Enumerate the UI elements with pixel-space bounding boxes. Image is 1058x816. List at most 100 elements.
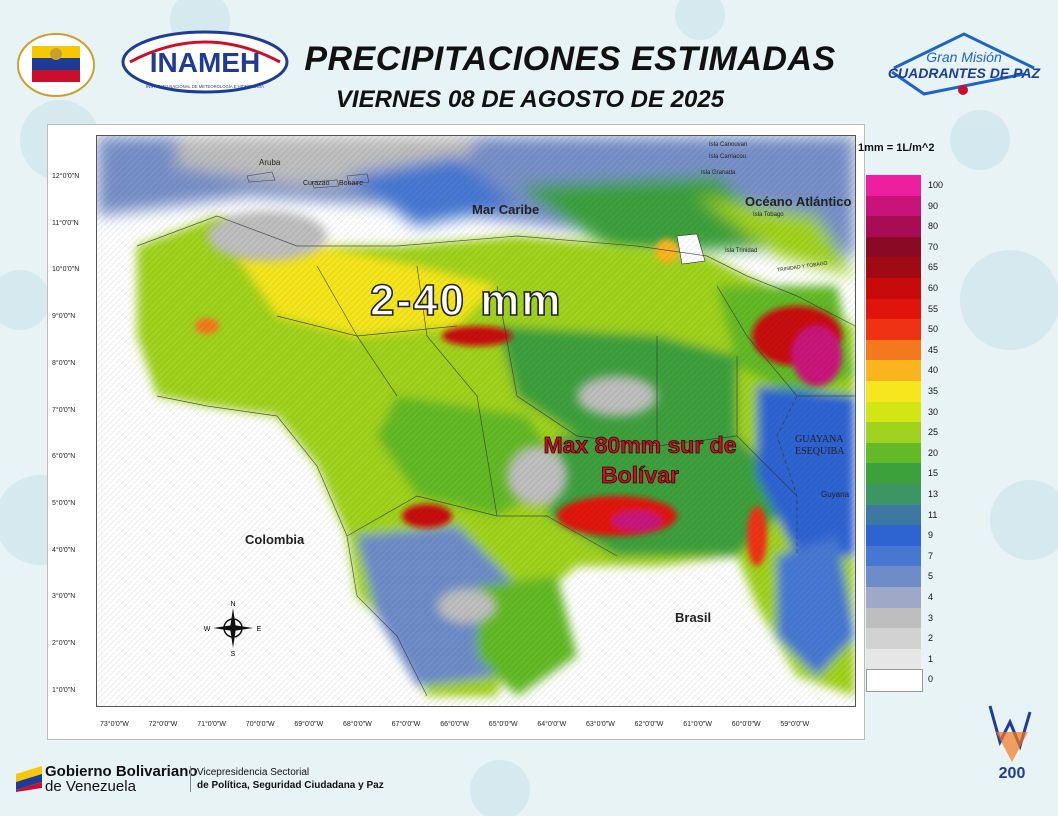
- annotation-max-line2: Bolívar: [601, 462, 680, 489]
- footer-gob-line1: Gobierno Bolivariano: [45, 763, 198, 780]
- latitude-label: 10°0'0"N: [52, 266, 80, 274]
- legend-swatch: [866, 587, 921, 609]
- footer-vicepresidencia: Vicepresidencia Sectorial de Política, S…: [190, 766, 384, 792]
- legend-row: 35: [866, 381, 966, 403]
- legend-row: 25: [866, 422, 966, 444]
- map-frame: Aruba Curazao Bonaire Mar Caribe Océano …: [47, 124, 865, 740]
- legend-value: 13: [928, 489, 939, 499]
- footer-gob-line2: de Venezuela: [45, 778, 136, 795]
- legend-swatch: [866, 669, 923, 692]
- longitude-label: 72°0'0"W: [148, 721, 178, 728]
- label-isla-carriacou: Isla Carriacou: [709, 154, 747, 160]
- latitude-label: 3°0'0"N: [52, 593, 76, 601]
- latitude-label: 12°0'0"N: [52, 173, 80, 180]
- legend-value: 4: [928, 592, 934, 602]
- longitude-label: 69°0'0"W: [294, 721, 324, 728]
- legend-value: 100: [928, 180, 944, 190]
- legend-row: 90: [866, 195, 966, 218]
- longitude-label: 61°0'0"W: [683, 721, 712, 728]
- legend-swatch: [866, 216, 921, 238]
- legend-row: 1: [866, 648, 966, 671]
- longitude-label: 62°0'0"W: [634, 721, 664, 728]
- legend-value: 45: [928, 344, 939, 355]
- legend-swatch: [866, 525, 921, 547]
- legend-row: 4: [866, 587, 966, 609]
- legend-value: 60: [928, 283, 939, 293]
- legend-swatch: [866, 319, 921, 341]
- inameh-text: INAMEH: [150, 47, 260, 78]
- longitude-label: 59°0'0"W: [780, 721, 810, 728]
- latitude-label: 6°0'0"N: [52, 453, 76, 461]
- latitude-label: 7°0'0"N: [52, 406, 76, 414]
- bicentenary-badge-logo: 200: [988, 705, 1032, 782]
- label-guyana: Guyana: [821, 490, 850, 499]
- longitude-label: 66°0'0"W: [440, 721, 469, 728]
- legend-swatch: [866, 545, 921, 568]
- legend-value: 5: [928, 571, 934, 582]
- longitude-label: 65°0'0"W: [488, 721, 518, 728]
- legend-swatch: [866, 504, 921, 527]
- ministry-seal-logo: [17, 33, 95, 97]
- legend-value: 30: [928, 406, 939, 417]
- page-title: PRECIPITACIONES ESTIMADAS: [304, 40, 836, 78]
- inameh-subtext: INSTITUTO NACIONAL DE METEOROLOGÍA E HID…: [146, 84, 264, 89]
- label-bonaire: Bonaire: [339, 180, 364, 187]
- legend-swatch: [866, 648, 921, 671]
- footer-vice-line1: Vicepresidencia Sectorial: [197, 767, 310, 778]
- legend-row: 5: [866, 566, 966, 588]
- legend-row: 2: [866, 628, 966, 650]
- legend-swatch: [866, 607, 921, 630]
- legend-row: 11: [866, 504, 966, 527]
- legend-row: 80: [866, 216, 966, 238]
- latitude-label: 4°0'0"N: [52, 546, 76, 554]
- label-isla-trinidad: Isla Trinidad: [725, 248, 758, 254]
- compass-s: S: [231, 651, 236, 658]
- legend-row: 3: [866, 607, 966, 630]
- legend-swatch: [866, 628, 921, 650]
- legend-swatch: [866, 236, 921, 259]
- label-oceano-atlantico: Océano Atlántico: [745, 194, 852, 209]
- label-curazao: Curazao: [303, 180, 330, 187]
- legend-swatch: [866, 298, 921, 321]
- legend-swatch: [866, 442, 921, 465]
- legend-value: 90: [928, 200, 939, 211]
- legend-value: 50: [928, 324, 939, 335]
- label-esequiba: ESEQUIBA: [795, 446, 845, 457]
- compass-rose-icon: N S E W: [204, 601, 262, 658]
- annotation-max: Max 80mm sur de Bolívar: [520, 430, 760, 490]
- legend-row: 55: [866, 298, 966, 321]
- latitude-label: 9°0'0"N: [52, 313, 76, 321]
- legend-row: 0: [866, 669, 966, 692]
- longitude-label: 63°0'0"W: [586, 721, 615, 728]
- badge-200-text: 200: [999, 765, 1026, 782]
- legend-swatch: [866, 175, 921, 197]
- legend-swatch: [866, 401, 921, 424]
- legend-row: 9: [866, 525, 966, 547]
- precipitation-map: Aruba Curazao Bonaire Mar Caribe Océano …: [96, 135, 856, 707]
- legend-row: 60: [866, 278, 966, 300]
- legend-value: 25: [928, 427, 939, 438]
- gmcp-line1: Gran Misión: [926, 49, 1002, 65]
- label-isla-tobago: Isla Tobago: [753, 212, 784, 218]
- legend-swatch: [866, 422, 921, 444]
- legend-swatch: [866, 381, 921, 403]
- legend-swatch: [866, 463, 921, 485]
- legend-swatch: [866, 484, 921, 506]
- legend-swatch: [866, 566, 921, 588]
- legend-row: 65: [866, 257, 966, 279]
- inameh-logo: INAMEH INSTITUTO NACIONAL DE METEOROLOGÍ…: [121, 30, 289, 94]
- footer-vice-line2: de Política, Seguridad Ciudadana y Paz: [197, 780, 384, 791]
- gran-mision-cuadrantes-logo: Gran Misión CUADRANTES DE PAZ: [888, 32, 1041, 96]
- legend-value: 35: [928, 386, 939, 396]
- longitude-label: 64°0'0"W: [537, 721, 567, 728]
- legend-value: 80: [928, 221, 939, 232]
- legend-row: 45: [866, 339, 966, 362]
- label-isla-canouvan: Isla Canouvan: [709, 142, 748, 148]
- label-colombia: Colombia: [245, 532, 305, 547]
- legend-swatch: [866, 339, 921, 362]
- label-brasil: Brasil: [675, 610, 712, 625]
- latitude-label: 11°0'0"N: [52, 219, 79, 227]
- latitude-label: 5°0'0"N: [52, 499, 76, 507]
- annotation-max-line1: Max 80mm sur de: [543, 432, 737, 459]
- legend-value: 11: [928, 509, 938, 520]
